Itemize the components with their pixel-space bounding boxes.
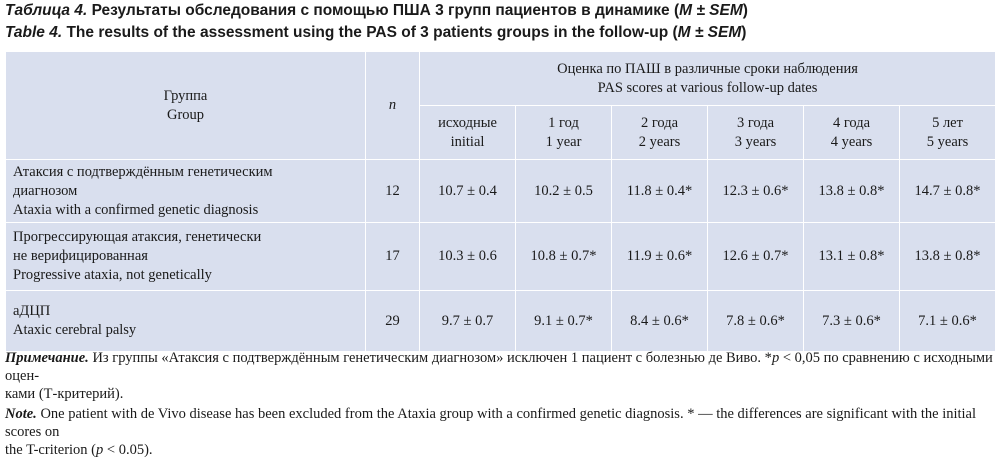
period-header-ru: 3 года — [708, 114, 803, 133]
table-row: Прогрессирующая атаксия, генетически не … — [6, 223, 996, 291]
score-cell: 12.3 ± 0.6* — [708, 160, 804, 223]
period-header: 4 года 4 years — [804, 106, 900, 160]
score-cell: 7.1 ± 0.6* — [900, 291, 996, 352]
score-cell: 9.7 ± 0.7 — [420, 291, 516, 352]
scores-header-ru: Оценка по ПАШ в различные сроки наблюден… — [420, 60, 995, 79]
group-name-ru-line1: аДЦП — [13, 302, 365, 321]
period-header-ru: 2 года — [612, 114, 707, 133]
period-header-en: 3 years — [708, 133, 803, 152]
score-cell: 10.3 ± 0.6 — [420, 223, 516, 291]
caption-russian-close: ) — [743, 2, 748, 19]
note-english-line2b: < 0.05). — [103, 442, 152, 458]
group-name-ru-line2: не верифицированная — [13, 247, 365, 266]
n-header-label: n — [389, 97, 396, 113]
caption-english-text: The results of the assessment using the … — [62, 24, 677, 41]
note-russian-text1: Из группы «Атаксия с подтверждённым гене… — [89, 350, 772, 366]
score-cell: 9.1 ± 0.7* — [516, 291, 612, 352]
score-cell: 7.3 ± 0.6* — [804, 291, 900, 352]
score-cell: 7.8 ± 0.6* — [708, 291, 804, 352]
n-cell: 29 — [366, 291, 420, 352]
table-notes: Примечание. Из группы «Атаксия с подтвер… — [5, 349, 993, 461]
period-header-en: 1 year — [516, 133, 611, 152]
group-name-ru-line2: диагнозом — [13, 182, 365, 201]
n-cell: 17 — [366, 223, 420, 291]
period-header: 5 лет 5 years — [900, 106, 996, 160]
score-cell: 14.7 ± 0.8* — [900, 160, 996, 223]
caption-russian-label: Таблица 4. — [5, 2, 87, 19]
results-table: Группа Group n Оценка по ПАШ в различные… — [5, 51, 996, 352]
group-name-en: Progressive ataxia, not genetically — [13, 266, 365, 285]
period-header-en: 4 years — [804, 133, 899, 152]
caption-english-close: ) — [741, 24, 746, 41]
caption-russian: Таблица 4. Результаты обследования с пом… — [5, 0, 995, 22]
period-header: 3 года 3 years — [708, 106, 804, 160]
note-english-label: Note. — [5, 406, 37, 422]
score-cell: 13.8 ± 0.8* — [804, 160, 900, 223]
scores-header-en: PAS scores at various follow-up dates — [420, 79, 995, 98]
note-russian-line2: ками (Т-критерий). — [5, 386, 123, 402]
group-name-ru-line1: Атаксия с подтверждённым генетическим — [13, 163, 365, 182]
caption-russian-text: Результаты обследования с помощью ПША 3 … — [87, 2, 679, 19]
group-header-ru: Группа — [6, 87, 365, 106]
group-cell: аДЦП Ataxic cerebral palsy — [6, 291, 366, 352]
period-header: 1 год 1 year — [516, 106, 612, 160]
caption-english-label: Table 4. — [5, 24, 62, 41]
n-cell: 12 — [366, 160, 420, 223]
score-cell: 10.7 ± 0.4 — [420, 160, 516, 223]
caption-english: Table 4. The results of the assessment u… — [5, 22, 995, 44]
period-header: исходные initial — [420, 106, 516, 160]
note-russian-label: Примечание. — [5, 350, 89, 366]
note-english-text1: One patient with de Vivo disease has bee… — [5, 406, 976, 440]
n-header: n — [366, 52, 420, 160]
score-cell: 11.9 ± 0.6* — [612, 223, 708, 291]
table-row: Атаксия с подтверждённым генетическим ди… — [6, 160, 996, 223]
score-cell: 10.8 ± 0.7* — [516, 223, 612, 291]
note-english-line2a: the T-criterion ( — [5, 442, 96, 458]
period-header: 2 года 2 years — [612, 106, 708, 160]
group-cell: Прогрессирующая атаксия, генетически не … — [6, 223, 366, 291]
score-cell: 12.6 ± 0.7* — [708, 223, 804, 291]
score-cell: 13.1 ± 0.8* — [804, 223, 900, 291]
note-english-p: p — [96, 442, 103, 458]
note-english: Note. One patient with de Vivo disease h… — [5, 405, 993, 459]
period-header-ru: исходные — [420, 114, 515, 133]
score-cell: 13.8 ± 0.8* — [900, 223, 996, 291]
group-header: Группа Group — [6, 52, 366, 160]
score-cell: 11.8 ± 0.4* — [612, 160, 708, 223]
period-header-en: initial — [420, 133, 515, 152]
header-row-top: Группа Group n Оценка по ПАШ в различные… — [6, 52, 996, 106]
period-header-en: 5 years — [900, 133, 995, 152]
score-cell: 8.4 ± 0.6* — [612, 291, 708, 352]
group-header-en: Group — [6, 106, 365, 125]
group-name-ru-line1: Прогрессирующая атаксия, генетически — [13, 228, 365, 247]
caption-english-mark: M ± SEM — [678, 24, 742, 41]
scores-header: Оценка по ПАШ в различные сроки наблюден… — [420, 52, 996, 106]
score-cell: 10.2 ± 0.5 — [516, 160, 612, 223]
group-cell: Атаксия с подтверждённым генетическим ди… — [6, 160, 366, 223]
table-captions: Таблица 4. Результаты обследования с пом… — [5, 0, 995, 44]
period-header-en: 2 years — [612, 133, 707, 152]
table-row: аДЦП Ataxic cerebral palsy 29 9.7 ± 0.7 … — [6, 291, 996, 352]
group-name-en: Ataxic cerebral palsy — [13, 321, 365, 340]
period-header-ru: 4 года — [804, 114, 899, 133]
note-russian: Примечание. Из группы «Атаксия с подтвер… — [5, 349, 993, 403]
group-name-en: Ataxia with a confirmed genetic diagnosi… — [13, 201, 365, 220]
caption-russian-mark: M ± SEM — [679, 2, 743, 19]
period-header-ru: 5 лет — [900, 114, 995, 133]
period-header-ru: 1 год — [516, 114, 611, 133]
